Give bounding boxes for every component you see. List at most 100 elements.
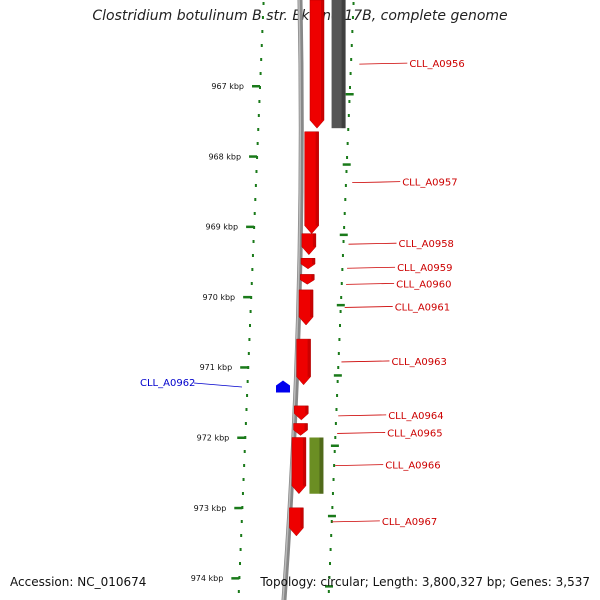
ruler-dot: [334, 436, 337, 439]
ruler-dot: [333, 464, 336, 467]
ruler-dot: [244, 422, 247, 425]
ruler-dot: [349, 86, 351, 89]
ruler-dot: [340, 282, 343, 285]
major-tick: [234, 506, 243, 510]
ruler-dot: [338, 338, 341, 341]
gene-arrow: [301, 233, 317, 256]
ruler-dot: [346, 142, 349, 145]
backbone-highlight: [282, 0, 302, 600]
gene-arrow: [296, 338, 311, 386]
leader-line: [331, 520, 380, 523]
ruler-dot: [343, 226, 346, 229]
ruler-dot: [333, 450, 336, 453]
ruler-dot: [335, 408, 338, 411]
ruler-dot: [251, 268, 254, 271]
ruler-dot: [340, 296, 343, 299]
ruler-dot: [334, 422, 337, 425]
gene-shade: [304, 423, 308, 431]
ruler-dot: [348, 100, 351, 103]
ruler-dot: [240, 534, 243, 537]
gene-arrow: [309, 0, 325, 129]
gene-shade: [312, 258, 316, 265]
gene-arrow: [298, 289, 314, 326]
accession-text: Accession: NC_010674: [10, 575, 147, 589]
gene-arrow: [291, 437, 307, 495]
leader-line: [338, 414, 387, 417]
green-feature: [309, 437, 324, 494]
ruler-dot: [342, 240, 345, 243]
tick-label: 970 kbp: [203, 293, 236, 302]
topology-text: Topology: circular; Length: 3,800,327 bp…: [260, 575, 590, 589]
ruler-dot: [347, 114, 350, 117]
ruler-dot: [350, 44, 353, 47]
gene-arrow: [293, 423, 308, 436]
ruler-dot: [244, 436, 247, 439]
major-tick: [243, 295, 252, 299]
gene-label: CLL_A0966: [385, 461, 440, 472]
ruler-dot: [349, 72, 352, 75]
ruler-dot: [260, 44, 263, 47]
feature-shade: [341, 0, 346, 129]
ruler-dot: [254, 198, 257, 201]
ruler-dot: [351, 30, 354, 33]
gene-shade: [307, 339, 311, 377]
ruler-dot: [256, 142, 259, 145]
gene-shade: [300, 507, 304, 528]
ruler-dot: [339, 324, 342, 327]
leader-line: [347, 266, 396, 269]
gene-label: CLL_A0961: [395, 302, 450, 313]
feature-track: [309, 0, 346, 494]
ruler-dot: [347, 128, 350, 131]
ruler-dot: [331, 506, 334, 509]
gene-shade: [311, 274, 315, 280]
gene-label: CLL_A0957: [402, 178, 457, 189]
ruler-dot: [243, 464, 246, 467]
ruler-dot: [337, 366, 340, 369]
ruler-dot: [330, 534, 333, 537]
gene-label: CLL_A0963: [391, 357, 446, 368]
ruler-dot: [237, 590, 240, 593]
ruler-dot: [261, 30, 264, 33]
gene-label: CLL_A0964: [388, 411, 443, 422]
gene-shade: [302, 437, 306, 486]
ruler-dot: [329, 562, 332, 565]
major-tick: [231, 577, 240, 580]
leader-line: [348, 242, 397, 245]
ruler-dot: [254, 184, 257, 187]
leader-line: [193, 382, 243, 388]
ruler-dot: [247, 352, 250, 355]
tick-label: 973 kbp: [194, 504, 227, 513]
gene-track: [276, 0, 325, 537]
major-tick: [327, 514, 336, 518]
ruler-dot: [247, 366, 250, 369]
tick-label: 969 kbp: [205, 223, 238, 232]
ruler-dot: [337, 352, 340, 355]
ruler-dot: [239, 548, 242, 551]
ruler-dot: [330, 520, 333, 523]
gene-arrow: [294, 405, 309, 421]
tick-label: 972 kbp: [197, 434, 230, 443]
ruler-ticks: 967 kbp 968 kbp 969 kbp 970 kbp 971 kbp 972 k…: [191, 2, 355, 593]
ruler-dot: [328, 576, 331, 579]
ruler-dot: [255, 170, 258, 173]
ruler-dot: [351, 16, 354, 19]
ruler-dot: [336, 394, 339, 397]
tick-label: 968 kbp: [208, 152, 241, 161]
ruler-dot: [259, 72, 262, 75]
ruler-dot: [242, 478, 245, 481]
leader-line: [337, 432, 386, 434]
ruler-dot: [331, 492, 334, 495]
ruler-dot: [250, 282, 253, 285]
ruler-dot: [350, 58, 353, 61]
gene-shade: [320, 0, 324, 121]
major-tick: [240, 366, 249, 369]
leader-line: [335, 464, 384, 467]
gene-arrow: [300, 274, 315, 285]
gene-arrow-reverse: [276, 380, 290, 393]
ruler-dot: [256, 156, 259, 159]
ruler-dot: [251, 254, 254, 257]
ruler-dot: [341, 268, 344, 271]
ruler-dot: [341, 254, 344, 257]
ruler-dot: [345, 170, 348, 173]
